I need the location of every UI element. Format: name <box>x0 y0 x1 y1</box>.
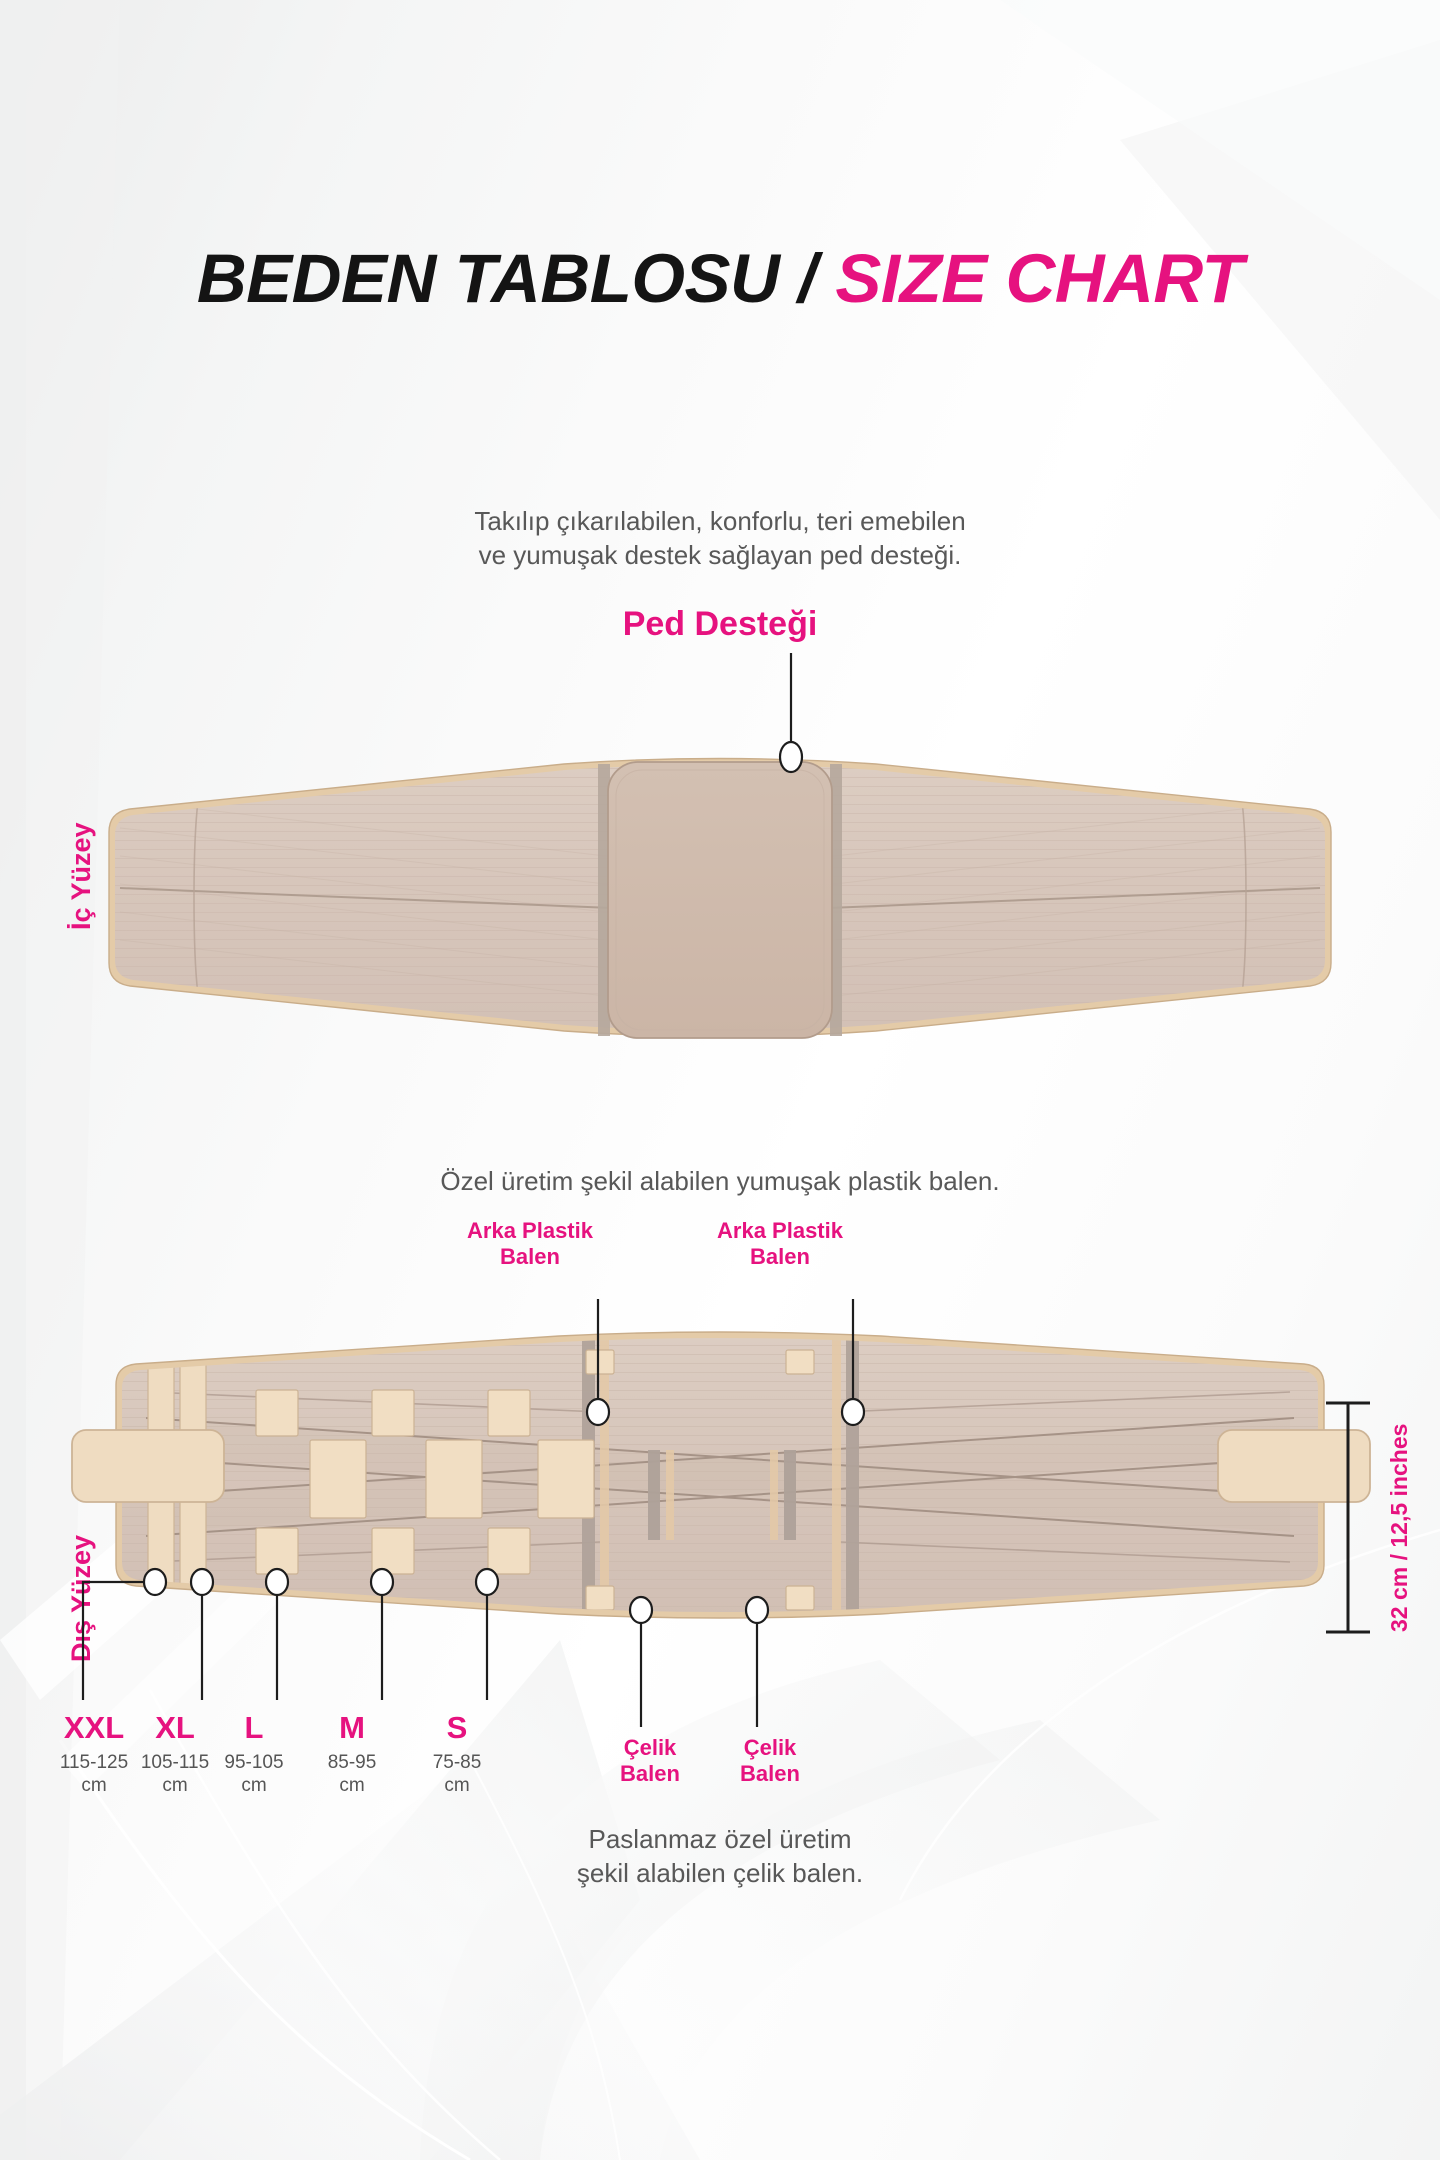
size-label: M <box>339 1710 365 1745</box>
size-range: 85-95 cm <box>327 1751 377 1797</box>
callout-celik-balen-right: Çelik Balen <box>740 1735 800 1786</box>
callout-arka-plastik-balen-right: Arka Plastik Balen <box>717 1218 843 1269</box>
size-cell-l: L 95-105 cm <box>200 1710 308 1798</box>
size-label: L <box>244 1710 264 1745</box>
steel-boning-strips <box>648 1450 796 1540</box>
velcro-patch-row-middle <box>309 1439 595 1519</box>
size-range: 95-105 cm <box>224 1751 284 1797</box>
callout-arka-plastik-balen-left: Arka Plastik Balen <box>467 1218 593 1269</box>
title-english: SIZE CHART <box>835 240 1244 317</box>
page-title: BEDEN TABLOSU / SIZE CHART <box>0 244 1440 313</box>
size-scale-row: XXL 115-125 cm XL 105-115 cm L 95-105 cm… <box>48 1710 511 1832</box>
callout-ped-destegi: Ped Desteği <box>622 605 818 643</box>
title-turkish: BEDEN TABLOSU / <box>196 240 836 317</box>
size-cell-s: S 75-85 cm <box>403 1710 511 1798</box>
belt-illustration-outer <box>0 1300 1440 1720</box>
pad-description: Takılıp çıkarılabilen, konforlu, teri em… <box>474 506 966 571</box>
left-strap-tab <box>71 1429 225 1503</box>
right-strap-tab <box>1217 1429 1371 1503</box>
belt-illustration-inner <box>0 660 1440 1080</box>
steel-boning-description: Paslanmaz özel üretim şekil alabilen çel… <box>576 1824 864 1889</box>
plastic-boning-description: Özel üretim şekil alabilen yumuşak plast… <box>440 1166 1000 1196</box>
size-range: 75-85 cm <box>432 1751 482 1797</box>
size-cell-m: M 85-95 cm <box>298 1710 406 1798</box>
size-label: S <box>446 1710 468 1745</box>
